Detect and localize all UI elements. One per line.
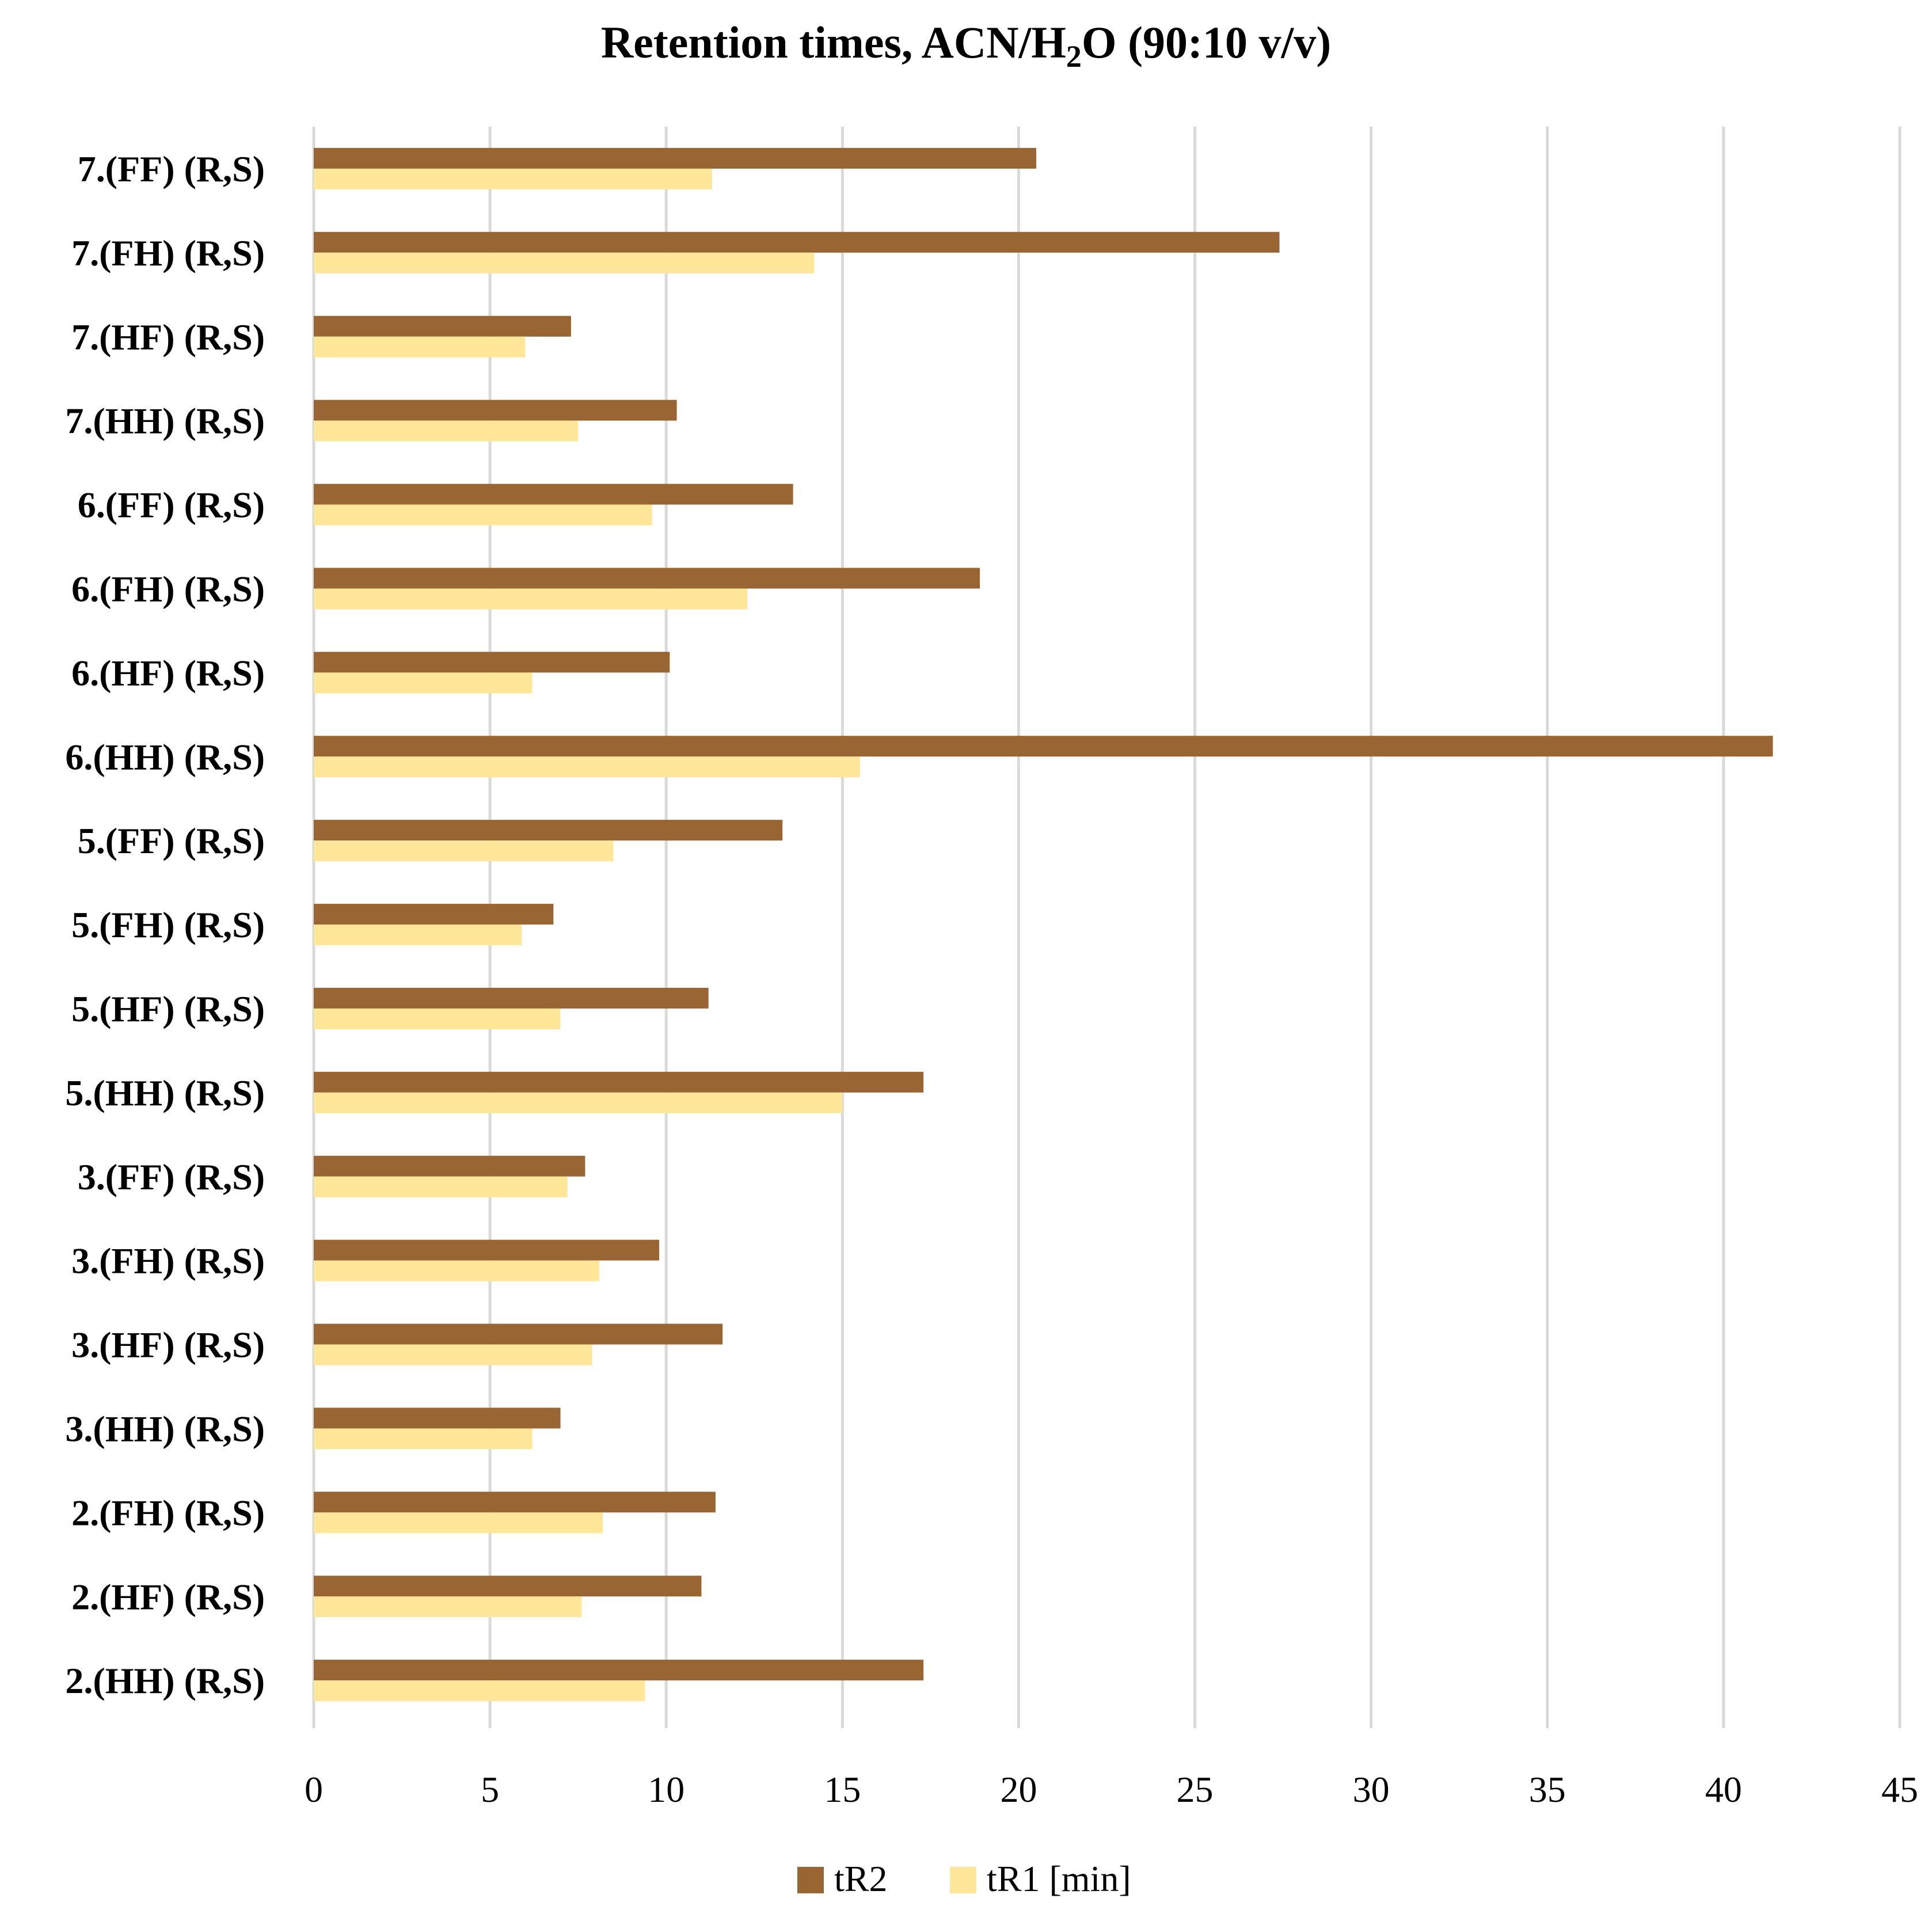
bar-tR2-7-FH-R-S	[314, 231, 1280, 253]
bar-tR2-5-HH-R-S	[314, 1071, 924, 1093]
x-tick-label: 30	[1353, 1769, 1390, 1810]
bar-tR2-2-HH-R-S	[314, 1660, 924, 1681]
category-label: 7.(HH) (R,S)	[65, 401, 265, 442]
bar-tR2-3-FH-R-S	[314, 1239, 659, 1261]
x-tick-label: 25	[1177, 1769, 1214, 1810]
bar-tR1-3-FH-R-S	[314, 1260, 599, 1281]
x-tick-label: 10	[648, 1769, 684, 1810]
bar-tR1-5-HF-R-S	[314, 1008, 561, 1029]
bar-tR1-5-HH-R-S	[314, 1092, 843, 1113]
x-tick-label: 0	[305, 1769, 323, 1810]
bar-tR1-3-FF-R-S	[314, 1176, 568, 1197]
bar-tR2-3-HH-R-S	[314, 1407, 561, 1429]
gridlines	[312, 127, 1901, 1729]
x-tick-label: 20	[1000, 1769, 1037, 1810]
bar-tR1-6-FF-R-S	[314, 504, 652, 526]
category-label: 3.(HF) (R,S)	[71, 1325, 265, 1365]
bar-tR1-2-HH-R-S	[314, 1680, 645, 1702]
bar-tR2-2-HF-R-S	[314, 1576, 702, 1597]
category-label: 6.(HH) (R,S)	[65, 736, 265, 777]
bar-tR1-3-HH-R-S	[314, 1428, 533, 1450]
category-label: 5.(HF) (R,S)	[71, 988, 265, 1029]
legend-label-tR1: tR1 [min]	[987, 1858, 1131, 1899]
bar-tR2-7-FF-R-S	[314, 147, 1037, 169]
bar-tR1-2-FH-R-S	[314, 1512, 603, 1534]
x-axis-tick-labels: 0 5 10 15 20 25 30 35 40 45	[305, 1769, 1918, 1810]
y-axis-category-labels: 7.(FF) (R,S) 7.(FH) (R,S) 7.(HF) (R,S) 7.(H…	[65, 149, 265, 1701]
category-label: 6.(FF) (R,S)	[78, 485, 265, 526]
bar-tR2-6-HH-R-S	[314, 736, 1773, 757]
legend: tR2 tR1 [min]	[797, 1858, 1131, 1899]
bar-tR1-6-HF-R-S	[314, 672, 533, 694]
bar-tR2-5-FH-R-S	[314, 904, 554, 925]
category-label: 7.(FF) (R,S)	[78, 149, 265, 189]
x-tick-label: 15	[824, 1769, 861, 1810]
bar-tR1-5-FF-R-S	[314, 840, 614, 862]
bar-tR2-5-HF-R-S	[314, 987, 709, 1009]
bar-tR1-6-HH-R-S	[314, 756, 860, 778]
bar-tR2-6-FH-R-S	[314, 568, 980, 589]
category-label: 5.(HH) (R,S)	[65, 1072, 265, 1113]
category-label: 7.(HF) (R,S)	[71, 317, 265, 357]
category-label: 5.(FH) (R,S)	[71, 904, 265, 945]
bar-tR1-7-FH-R-S	[314, 252, 815, 273]
category-label: 6.(FH) (R,S)	[71, 568, 265, 609]
bar-tR2-3-HF-R-S	[314, 1323, 723, 1345]
legend-swatch-tR1	[950, 1867, 976, 1893]
bars	[314, 147, 1773, 1702]
category-label: 3.(FH) (R,S)	[71, 1241, 265, 1281]
category-label: 3.(FF) (R,S)	[78, 1156, 265, 1197]
category-label: 3.(HH) (R,S)	[65, 1408, 265, 1449]
bar-tR2-7-HF-R-S	[314, 315, 571, 337]
category-label: 5.(FF) (R,S)	[78, 820, 265, 861]
category-label: 2.(HH) (R,S)	[65, 1660, 265, 1701]
bar-tR1-2-HF-R-S	[314, 1596, 582, 1618]
x-tick-label: 40	[1705, 1769, 1742, 1810]
category-label: 7.(FH) (R,S)	[71, 233, 265, 273]
x-tick-label: 35	[1529, 1769, 1566, 1810]
category-label: 2.(HF) (R,S)	[71, 1576, 265, 1617]
bar-tR2-2-FH-R-S	[314, 1492, 716, 1513]
bar-tR2-6-FF-R-S	[314, 484, 793, 505]
bar-tR1-7-FF-R-S	[314, 168, 712, 189]
category-label: 6.(HF) (R,S)	[71, 652, 265, 693]
category-label: 2.(FH) (R,S)	[71, 1492, 265, 1533]
bar-tR1-7-HH-R-S	[314, 420, 579, 442]
x-tick-label: 5	[481, 1769, 499, 1810]
bar-tR1-5-FH-R-S	[314, 925, 522, 946]
x-tick-label: 45	[1881, 1769, 1918, 1810]
bar-tR2-6-HF-R-S	[314, 652, 670, 673]
legend-swatch-tR2	[797, 1867, 824, 1893]
bar-tR2-7-HH-R-S	[314, 400, 677, 421]
bar-tR1-7-HF-R-S	[314, 336, 526, 357]
legend-label-tR2: tR2	[834, 1858, 887, 1899]
bar-tR1-3-HF-R-S	[314, 1344, 592, 1365]
chart-title: Retention times, ACN/H2O (90:10 v/v)	[601, 17, 1331, 74]
bar-tR1-6-FH-R-S	[314, 588, 748, 610]
bar-tR2-5-FF-R-S	[314, 820, 783, 841]
bar-tR2-3-FF-R-S	[314, 1155, 585, 1177]
